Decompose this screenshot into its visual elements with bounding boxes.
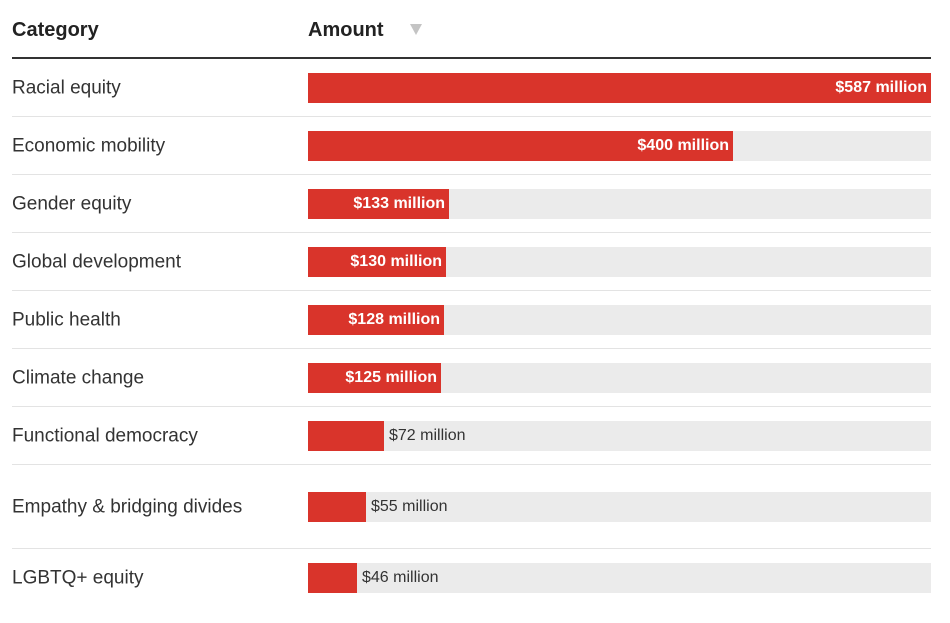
value-label: $125 million — [345, 368, 437, 386]
category-label: Empathy & bridging divides — [12, 496, 243, 517]
category-label: Climate change — [12, 367, 145, 388]
value-label: $587 million — [835, 78, 927, 96]
category-label: Gender equity — [12, 193, 132, 214]
bar-track: $46 million — [308, 562, 931, 593]
category-label: Public health — [12, 309, 121, 330]
bar — [308, 562, 357, 593]
value-label: $400 million — [637, 136, 729, 154]
amount-column-header[interactable]: Amount — [308, 19, 384, 41]
bar — [308, 188, 449, 219]
table-row: Functional democracy $72 million — [12, 407, 931, 465]
category-label: Economic mobility — [12, 135, 166, 156]
sort-descending-icon[interactable] — [410, 24, 422, 35]
table-row: Public health $128 million — [12, 291, 931, 349]
value-label: $130 million — [350, 252, 442, 270]
bar-track: $400 million — [308, 130, 931, 161]
table-header: Category Amount — [12, 0, 931, 59]
bar-track: $130 million — [308, 246, 931, 277]
bar — [308, 246, 446, 277]
table-body: Racial equity $587 million Economic mobili… — [12, 59, 931, 606]
bar — [308, 304, 444, 335]
bar — [308, 491, 366, 522]
table-row: Global development $130 million — [12, 233, 931, 291]
category-column-header: Category — [12, 19, 99, 41]
table-row: Gender equity $133 million — [12, 175, 931, 233]
value-label: $72 million — [389, 426, 466, 444]
category-label: Global development — [12, 251, 181, 272]
bar-track: $55 million — [308, 491, 931, 522]
value-label: $128 million — [348, 310, 440, 328]
bar — [308, 130, 733, 161]
value-label: $55 million — [371, 497, 448, 515]
bar-track: $128 million — [308, 304, 931, 335]
table-row: Economic mobility $400 million — [12, 117, 931, 175]
table-row: Empathy & bridging divides $55 million — [12, 465, 931, 549]
table-row: LGBTQ+ equity $46 million — [12, 549, 931, 606]
bar-track: $72 million — [308, 420, 931, 451]
value-label: $46 million — [362, 568, 439, 586]
table-row: Racial equity $587 million — [12, 59, 931, 117]
bar — [308, 362, 441, 393]
value-label: $133 million — [353, 194, 445, 212]
category-label: Functional democracy — [12, 425, 198, 446]
bar-track: $133 million — [308, 188, 931, 219]
table-row: Climate change $125 million — [12, 349, 931, 407]
category-label: Racial equity — [12, 77, 121, 98]
bar-track: $587 million — [308, 72, 931, 103]
bar — [308, 420, 384, 451]
funding-table: Category Amount Racial equity $587 millio… — [12, 0, 931, 606]
bar — [308, 72, 931, 103]
bar-track: $125 million — [308, 362, 931, 393]
category-label: LGBTQ+ equity — [12, 567, 144, 588]
